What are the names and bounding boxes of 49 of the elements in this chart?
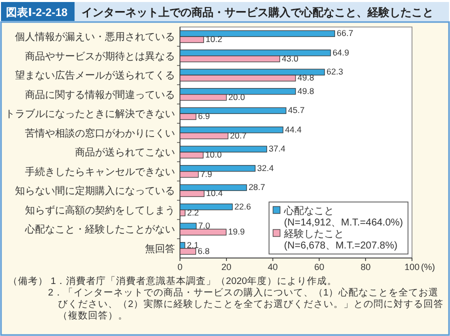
data-label: 64.9: [332, 47, 350, 58]
y-tick-label: 手続きしたらキャンセルできない: [25, 166, 175, 178]
data-label: 20.0: [228, 92, 246, 102]
y-tick-label: 個人情報が漏えい・悪用されている: [15, 31, 175, 44]
data-label: 10.2: [206, 34, 222, 44]
data-label: 49.8: [298, 72, 314, 83]
y-tick-label: 商品が送られてこない: [75, 146, 175, 159]
data-label: 43.0: [282, 53, 299, 64]
data-label: 10.4: [206, 188, 223, 198]
y-tick-label: 望まない広告メールが送られてくる: [15, 70, 175, 82]
text: 図表Ⅰ-2-2-18: [6, 6, 68, 19]
y-tick-label: 苦情や相談の窓口がわかりにくい: [25, 127, 175, 140]
data-label: 2.2: [187, 207, 200, 218]
y-tick-label: 知らない間に定期購入になっている: [15, 185, 175, 198]
text: （備考） 1．消費者庁「消費者意識基本調査」（2020年度）により作成。: [8, 275, 338, 287]
data-label: 22.6: [234, 201, 252, 212]
data-label: 66.7: [336, 28, 354, 38]
y-tick-label: トラブルになったときに解決できない: [5, 108, 175, 120]
data-label: 28.7: [248, 182, 266, 192]
y-tick-label: 知らずに高額の契約をしてしまう: [25, 204, 175, 216]
y-tick-label: 無回答: [145, 242, 175, 255]
data-label: 62.3: [326, 66, 344, 77]
y-tick-label: 心配なこと・経験したことがない: [24, 224, 175, 236]
data-label: 7.9: [200, 168, 212, 179]
data-label: 19.9: [228, 226, 245, 237]
y-tick-label: 商品に関する情報が間違っている: [25, 88, 175, 101]
data-label: 44.4: [285, 124, 302, 134]
data-label: 6.9: [198, 111, 210, 122]
data-label: 20.7: [230, 130, 247, 140]
data-label: 6.8: [198, 246, 210, 256]
legend-label: 経験したこと (N=6,678、M.T.=207.8%): [283, 228, 398, 252]
x-tick-label: 80: [360, 262, 371, 272]
data-label: 10.0: [205, 150, 222, 160]
data-label: 49.8: [298, 86, 314, 96]
data-label: 7.0: [198, 220, 210, 231]
legend-label: 心配なこと (N=14,912、M.T.=464.0%): [283, 205, 403, 228]
x-tick-label: 100: [404, 262, 420, 272]
text: 2．「インターネットでの商品・サービスの購入について、（1）心配なことを全てお選びください、（2）実際に経験したことを全てお選びください。」との問に対する回答（複数回答）。: [48, 286, 444, 322]
data-label: 45.7: [288, 105, 305, 116]
y-tick-label: 商品やサービスが期待とは異なる: [25, 50, 175, 62]
x-tick-label: 40: [268, 262, 278, 272]
chart-subtitle: インターネット上での商品・サービス購入で心配なこと、経験したこと: [82, 6, 434, 19]
x-tick-label: 20: [221, 262, 232, 272]
x-axis-title: (%): [421, 262, 435, 272]
data-label: 37.4: [268, 144, 286, 154]
x-tick-label: 0: [177, 262, 183, 272]
x-tick-label: 60: [314, 262, 324, 272]
data-label: 2.1: [186, 240, 199, 250]
data-label: 32.4: [257, 162, 274, 173]
